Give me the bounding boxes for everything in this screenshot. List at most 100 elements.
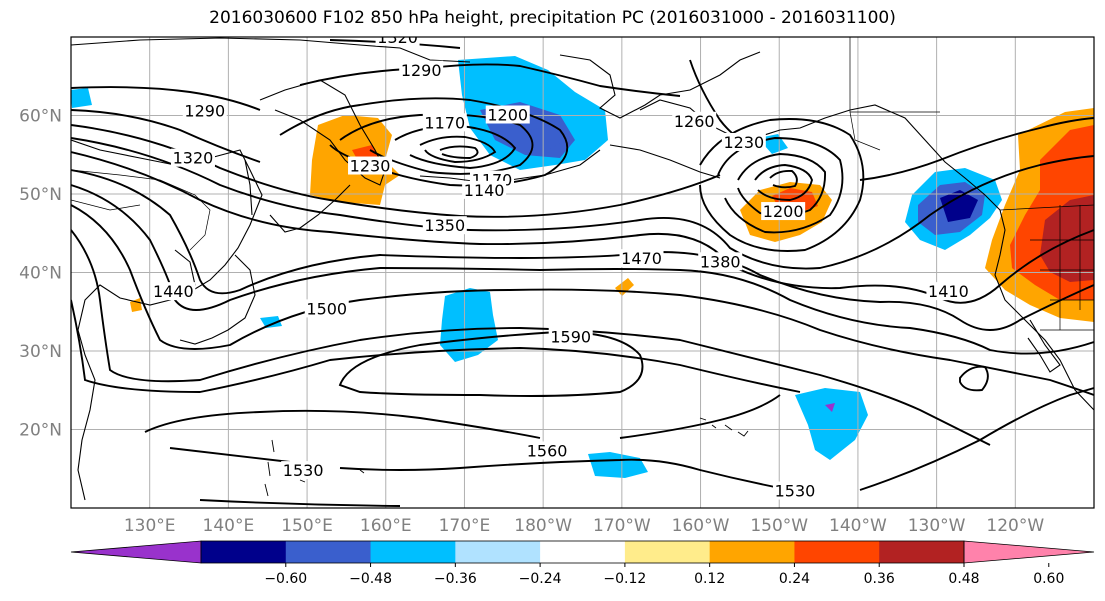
contour-label-bg: [672, 111, 717, 130]
colorbar-segment: [370, 541, 456, 563]
lat-tick-label: 50°N: [19, 185, 62, 205]
contour-1140-bering: [439, 145, 479, 159]
shade-central-cyan: [440, 288, 498, 362]
contour-1590: [338, 331, 644, 397]
lon-tick-label: 130°W: [908, 516, 966, 536]
lat-tick-label: 20°N: [19, 421, 62, 441]
colorbar-segment: [455, 541, 541, 563]
contour-label-bg: [399, 60, 444, 79]
shade-hawaii-blue: [825, 403, 835, 412]
contour-label-bg: [619, 249, 664, 268]
contour-low-goa-outer: [699, 118, 865, 252]
longitude-labels: 130°E 140°E 150°E 160°E 170°E 180°W 170°W 160°W…: [124, 516, 1045, 536]
contour-1440: [71, 169, 1094, 331]
contour-label-bg: [375, 37, 420, 46]
colorbar-segment: [201, 541, 287, 563]
china-russia-border: [71, 169, 211, 251]
contour-label: 1470: [621, 249, 662, 268]
contour-low-goa-4: [769, 169, 798, 189]
colorbar-tick-label: 0.24: [779, 571, 810, 587]
pacific-islands: [264, 417, 749, 497]
colorbar-tick-label: 0.48: [948, 571, 979, 587]
contour-label: 1260: [674, 112, 715, 131]
colorbar-tick-label: −0.36: [434, 571, 477, 587]
lon-tick-label: 150°W: [750, 516, 808, 536]
contour-label: 1410: [928, 282, 969, 301]
contour-label-bg: [525, 441, 570, 460]
contour-label-bg: [281, 461, 326, 480]
colorbar-extend-low: [70, 540, 202, 564]
colorbar-tick-label: 0.36: [864, 571, 895, 587]
contour-label: 1500: [306, 299, 347, 318]
mariana-islands: [264, 439, 275, 497]
contour-label-bg: [462, 180, 507, 199]
colorbar-tick-label: −0.24: [519, 571, 562, 587]
contour-label: 1590: [550, 328, 591, 347]
map-title: 2016030600 F102 850 hPa height, precipit…: [209, 8, 896, 28]
map-frame: [70, 36, 1095, 509]
latitude-labels: 20°N 30°N 40°N 50°N 60°N: [19, 107, 62, 441]
shade-bc-navy: [940, 190, 978, 222]
contour-1410: [71, 151, 1094, 304]
contour-1230-bering: [339, 113, 534, 175]
lat-tick-label: 30°N: [19, 342, 62, 362]
graticule: [71, 37, 1094, 508]
lon-tick-label: 120°W: [986, 516, 1044, 536]
contour-label: 1440: [153, 282, 194, 301]
contour-south-edge: [199, 499, 401, 507]
contour-label: 1320: [173, 149, 214, 168]
contour-label-bg: [698, 252, 743, 271]
contour-label: 1140: [464, 181, 505, 200]
lon-tick-label: 160°W: [672, 516, 730, 536]
contour-1380: [71, 137, 1094, 270]
contour-label-bg: [304, 299, 349, 318]
contour-label: 1230: [350, 157, 391, 176]
shade-japan-small-cyan: [260, 316, 282, 328]
contour-label: 1530: [283, 461, 324, 480]
contour-label-bg: [170, 148, 215, 167]
colorbar-segment: [879, 541, 965, 563]
lat-tick-label: 40°N: [19, 264, 62, 284]
contour-low-goa-3: [754, 164, 813, 201]
colorbar-segment: [624, 541, 711, 563]
contour-1320-west: [71, 109, 261, 163]
mongolia-border: [71, 199, 141, 211]
hawaii-islands: [699, 417, 749, 437]
colorbar-extend-high: [963, 540, 1095, 564]
shade-hawaii-cyan: [795, 388, 868, 460]
contour-1290-north: [71, 63, 681, 111]
shade-aleutian-blue-small: [530, 125, 566, 150]
contour-1560-lower: [144, 394, 781, 439]
colorbar-segment: [709, 541, 795, 563]
contour-1560-upper: [71, 299, 801, 393]
lon-tick-label: 140°W: [829, 516, 887, 536]
contour-label-bg: [182, 101, 227, 120]
alaska-canada-border: [849, 111, 881, 151]
contour-label: 1530: [775, 482, 816, 501]
contour-label-bg: [422, 113, 467, 132]
lon-tick-label: 150°E: [281, 516, 333, 536]
contour-label-bg: [485, 105, 530, 124]
contour-label: 1320: [377, 28, 418, 47]
shade-south-cyan: [588, 452, 648, 478]
micronesia-islands: [299, 469, 365, 483]
contour-1500: [71, 204, 1094, 396]
baja-coastline: [1027, 319, 1061, 373]
contour-label: 1200: [487, 106, 528, 125]
contour-small-ring: [959, 365, 989, 392]
height-contours: [71, 39, 1094, 507]
contour-label: 1350: [424, 216, 465, 235]
lon-tick-label: 140°E: [203, 516, 255, 536]
colorbar-tick-label: −0.60: [264, 571, 307, 587]
lon-tick-label: 170°W: [593, 516, 651, 536]
colorbar: −0.60 −0.48 −0.36 −0.24 −0.12 0.12 0.24 0.36 0.4…: [70, 540, 1095, 587]
contour-1170-bering: [419, 135, 497, 163]
contour-label-bg: [548, 327, 593, 346]
lat-tick-label: 60°N: [19, 107, 62, 127]
contour-low-goa-2: [737, 153, 826, 217]
contour-label-bg: [761, 202, 806, 221]
colorbar-segment: [794, 541, 880, 563]
